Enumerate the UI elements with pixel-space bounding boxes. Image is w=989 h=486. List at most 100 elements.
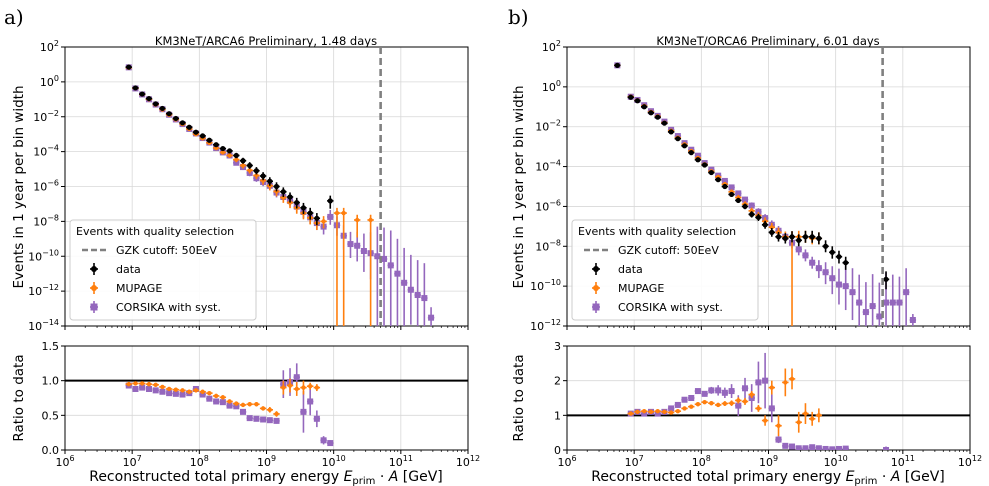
mupage-point xyxy=(749,392,754,397)
series-mupage xyxy=(125,378,321,417)
grid-lines xyxy=(566,345,971,451)
mupage-point xyxy=(267,407,273,412)
y-tick-label: 0.5 xyxy=(42,409,60,422)
corsika-point xyxy=(694,388,701,395)
corsika-point xyxy=(145,385,152,392)
y-tick-label: 1.5 xyxy=(42,340,60,353)
x-tick-label: 1010 xyxy=(824,454,848,469)
data-point xyxy=(287,194,293,200)
data-point xyxy=(173,115,179,122)
mupage-point xyxy=(368,217,373,223)
x-tick-label: 1011 xyxy=(389,454,413,469)
series-data xyxy=(125,64,334,226)
corsika-point xyxy=(313,415,320,422)
panel-letter-b: b) xyxy=(508,5,529,29)
data-point xyxy=(226,148,233,154)
plot-area xyxy=(65,363,468,447)
mupage-point xyxy=(803,411,808,416)
corsika-point xyxy=(755,208,762,215)
mupage-point xyxy=(207,390,212,396)
corsika-point xyxy=(822,269,829,276)
corsika-point xyxy=(414,291,421,298)
data-point xyxy=(735,197,741,204)
corsika-point xyxy=(715,387,722,394)
mupage-point xyxy=(796,420,801,425)
data-point xyxy=(836,254,842,260)
panel-a-title: KM3NeT/ARCA6 Preliminary, 1.48 days xyxy=(155,34,377,48)
corsika-point xyxy=(320,437,327,444)
corsika-point xyxy=(327,440,334,447)
corsika-point xyxy=(199,391,206,398)
corsika-point xyxy=(694,152,701,159)
legend-box xyxy=(69,219,257,321)
x-tick-label: 1010 xyxy=(322,454,346,469)
mupage-point xyxy=(702,399,707,405)
data-point xyxy=(742,203,748,210)
data-point xyxy=(260,173,266,179)
data-point xyxy=(655,114,661,120)
panel-b-ratio-ylabel: Ratio to data xyxy=(511,354,527,441)
x-tick-label: 108 xyxy=(190,454,209,469)
mupage-point xyxy=(769,385,775,390)
corsika-point xyxy=(654,410,661,417)
mupage-point xyxy=(133,381,138,386)
mupage-point xyxy=(628,411,633,416)
corsika-point xyxy=(300,408,307,415)
mupage-point xyxy=(715,402,721,408)
corsika-point xyxy=(815,445,822,450)
plot-area xyxy=(614,47,917,326)
data-point xyxy=(273,183,280,190)
corsika-point xyxy=(701,390,708,397)
mupage-point xyxy=(234,157,239,162)
mupage-point xyxy=(260,406,266,411)
legend-swatch-marker xyxy=(90,303,98,311)
mupage-point xyxy=(227,399,232,404)
data-point xyxy=(675,136,681,142)
corsika-point xyxy=(219,399,226,406)
panel-b-xlabel: Reconstructed total primary energy Eprim… xyxy=(591,469,945,486)
corsika-point xyxy=(360,248,367,255)
x-tick-label: 1012 xyxy=(456,454,480,469)
mupage-point xyxy=(247,168,252,173)
mupage-point xyxy=(314,385,320,390)
mupage-point xyxy=(180,388,185,393)
corsika-point xyxy=(721,177,728,184)
corsika-point xyxy=(829,446,836,450)
corsika-point xyxy=(815,265,822,272)
y-tick-label: 10−12 xyxy=(530,318,561,333)
legend-entry-label: GZK cutoff: 50EeV xyxy=(618,244,719,257)
data-point xyxy=(166,111,172,117)
data-point xyxy=(186,124,192,130)
mupage-point xyxy=(187,389,192,394)
plot-area xyxy=(567,352,970,450)
data-point xyxy=(253,168,260,174)
data-point xyxy=(628,94,634,100)
panel-b-title: KM3NeT/ORCA6 Preliminary, 6.01 days xyxy=(656,34,879,48)
corsika-point xyxy=(829,275,836,282)
corsika-point xyxy=(889,299,896,306)
corsika-point xyxy=(822,445,829,450)
x-tick-label: 107 xyxy=(625,454,644,469)
corsika-point xyxy=(233,159,240,166)
corsika-point xyxy=(253,415,260,422)
corsika-point xyxy=(166,390,173,397)
data-point xyxy=(802,234,809,240)
y-tick-label: 1.0 xyxy=(42,375,60,388)
mupage-point xyxy=(227,153,232,158)
x-tick-label: 107 xyxy=(123,454,142,469)
x-tick-label: 108 xyxy=(692,454,711,469)
y-tick-label: 100 xyxy=(542,79,561,94)
corsika-point xyxy=(206,395,213,402)
data-point xyxy=(702,162,708,168)
data-point xyxy=(883,276,889,282)
corsika-point xyxy=(374,253,381,260)
corsika-point xyxy=(641,410,648,417)
mupage-point xyxy=(789,376,795,382)
data-point xyxy=(280,189,286,195)
legend-entry-label: data xyxy=(618,263,643,276)
corsika-point xyxy=(775,436,782,443)
data-point xyxy=(661,120,668,126)
y-tick-label: 102 xyxy=(40,39,59,54)
legend: Events with quality selection GZK cutoff:… xyxy=(69,219,257,321)
mupage-point xyxy=(729,401,734,406)
